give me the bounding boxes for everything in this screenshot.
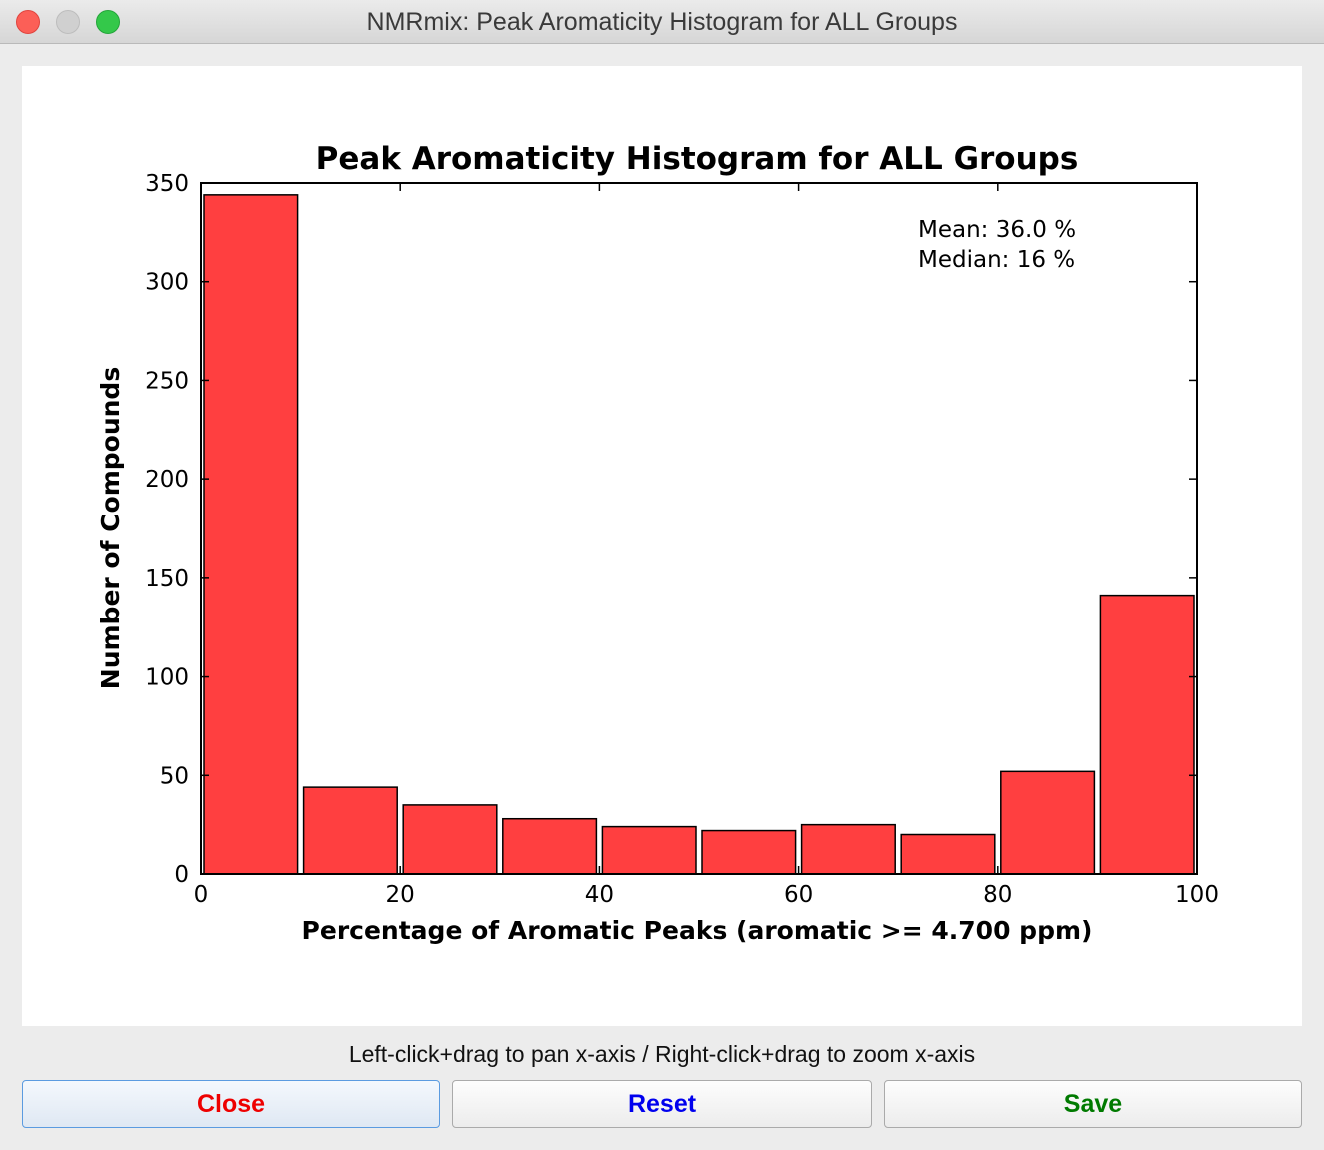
x-tick-label: 80 — [983, 882, 1012, 908]
window-close-icon[interactable] — [16, 10, 40, 34]
histogram-bar-10-20 — [302, 786, 398, 875]
x-axis-label: Percentage of Aromatic Peaks (aromatic >… — [302, 916, 1093, 945]
y-tick-label: 300 — [145, 270, 189, 296]
x-tick-label: 100 — [1175, 882, 1219, 908]
annotation-mean: Mean: 36.0 % — [918, 217, 1076, 243]
y-axis-label: Number of Compounds — [96, 367, 125, 689]
reset-button[interactable]: Reset — [452, 1080, 872, 1128]
histogram-bar-30-40 — [502, 817, 598, 875]
histogram-bar-20-30 — [402, 804, 498, 875]
window-titlebar: NMRmix: Peak Aromaticity Histogram for A… — [0, 0, 1324, 44]
x-tick-label: 0 — [194, 882, 209, 908]
y-tick-label: 200 — [145, 467, 189, 493]
histogram-bar-50-60 — [701, 829, 797, 875]
y-tick-label: 350 — [145, 171, 189, 197]
window-minimize-icon[interactable] — [56, 10, 80, 34]
bars-group — [203, 194, 1195, 875]
plot-panel[interactable]: Peak Aromaticity Histogram for ALL Group… — [22, 66, 1302, 1026]
histogram-bar-80-90 — [1000, 770, 1096, 875]
x-tick-label: 40 — [585, 882, 614, 908]
y-tick-label: 0 — [174, 862, 189, 888]
chart-title: Peak Aromaticity Histogram for ALL Group… — [316, 141, 1079, 177]
y-tick-label: 150 — [145, 566, 189, 592]
y-tick-label: 100 — [145, 665, 189, 691]
histogram-bar-90-100 — [1099, 594, 1195, 875]
annotation-median: Median: 16 % — [918, 247, 1075, 273]
histogram-bar-70-80 — [900, 833, 996, 875]
save-button[interactable]: Save — [884, 1080, 1302, 1128]
histogram-bar-60-70 — [800, 823, 896, 875]
y-tick-label: 250 — [145, 368, 189, 394]
close-button[interactable]: Close — [22, 1080, 440, 1128]
window-maximize-icon[interactable] — [96, 10, 120, 34]
x-tick-label: 60 — [784, 882, 813, 908]
axis-ticks-group: 0 20 40 60 80 100 0 50 100 150 200 250 300 350 — [145, 171, 1219, 908]
interaction-hint: Left-click+drag to pan x-axis / Right-cl… — [348, 1041, 976, 1067]
histogram-bar-40-50 — [601, 825, 697, 875]
x-tick-label: 20 — [386, 882, 415, 908]
plot-frame — [200, 182, 1198, 875]
window-title: NMRmix: Peak Aromaticity Histogram for A… — [366, 8, 958, 36]
histogram-chart[interactable]: Peak Aromaticity Histogram for ALL Group… — [22, 66, 1302, 1026]
y-tick-label: 50 — [160, 763, 189, 789]
histogram-bar-0-10 — [203, 194, 299, 875]
